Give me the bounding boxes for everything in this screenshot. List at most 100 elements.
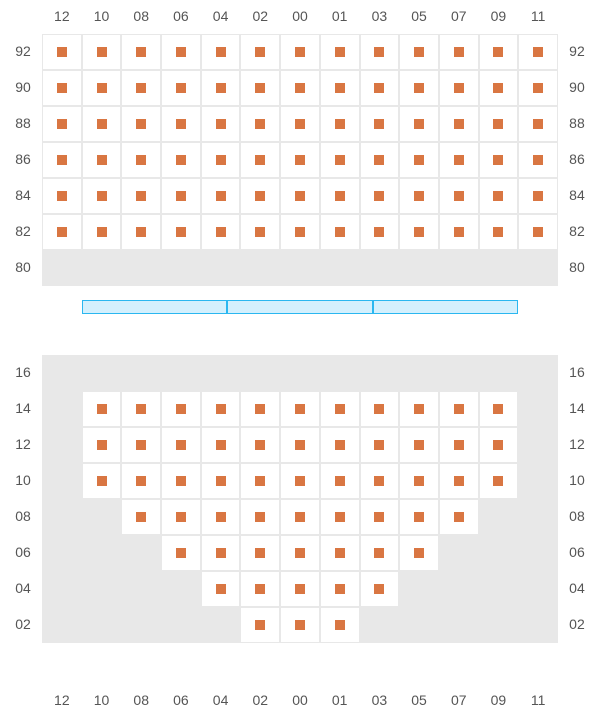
upper-section-cell[interactable] [42, 106, 82, 142]
lower-section-cell[interactable] [360, 427, 400, 463]
upper-section-cell[interactable] [240, 142, 280, 178]
lower-section-cell[interactable] [360, 499, 400, 535]
upper-section-cell[interactable] [201, 142, 241, 178]
upper-section-cell[interactable] [42, 34, 82, 70]
lower-section-cell[interactable] [280, 463, 320, 499]
upper-section-cell[interactable] [360, 142, 400, 178]
lower-section-cell[interactable] [240, 499, 280, 535]
lower-section-cell[interactable] [439, 499, 479, 535]
upper-section-cell[interactable] [439, 178, 479, 214]
lower-section-cell[interactable] [360, 463, 400, 499]
lower-section-cell[interactable] [240, 391, 280, 427]
upper-section-cell[interactable] [161, 106, 201, 142]
lower-section-cell[interactable] [201, 463, 241, 499]
upper-section-cell[interactable] [161, 142, 201, 178]
upper-section-cell[interactable] [280, 70, 320, 106]
lower-section-cell[interactable] [161, 463, 201, 499]
upper-section-cell[interactable] [479, 142, 519, 178]
lower-section-cell[interactable] [320, 391, 360, 427]
upper-section-cell[interactable] [280, 178, 320, 214]
lower-section-cell[interactable] [320, 571, 360, 607]
upper-section-cell[interactable] [121, 214, 161, 250]
upper-section-cell[interactable] [121, 178, 161, 214]
upper-section-cell[interactable] [399, 70, 439, 106]
upper-section-cell[interactable] [518, 214, 558, 250]
upper-section-cell[interactable] [518, 178, 558, 214]
upper-section-cell[interactable] [439, 214, 479, 250]
lower-section-cell[interactable] [320, 427, 360, 463]
upper-section-cell[interactable] [42, 214, 82, 250]
lower-section-cell[interactable] [121, 463, 161, 499]
upper-section-cell[interactable] [320, 70, 360, 106]
lower-section-cell[interactable] [280, 607, 320, 643]
lower-section-cell[interactable] [240, 427, 280, 463]
lower-section-cell[interactable] [439, 391, 479, 427]
lower-section-cell[interactable] [161, 499, 201, 535]
lower-section-cell[interactable] [240, 607, 280, 643]
upper-section-cell[interactable] [201, 106, 241, 142]
upper-section-cell[interactable] [42, 142, 82, 178]
lower-section-cell[interactable] [201, 391, 241, 427]
upper-section-cell[interactable] [121, 142, 161, 178]
upper-section-cell[interactable] [82, 34, 122, 70]
upper-section-cell[interactable] [320, 106, 360, 142]
upper-section-cell[interactable] [360, 106, 400, 142]
upper-section-cell[interactable] [240, 34, 280, 70]
lower-section-cell[interactable] [320, 535, 360, 571]
lower-section-cell[interactable] [439, 463, 479, 499]
upper-section-cell[interactable] [201, 178, 241, 214]
upper-section-cell[interactable] [240, 106, 280, 142]
lower-section-cell[interactable] [399, 427, 439, 463]
lower-section-cell[interactable] [320, 463, 360, 499]
upper-section-cell[interactable] [439, 70, 479, 106]
upper-section-cell[interactable] [360, 70, 400, 106]
lower-section-cell[interactable] [399, 499, 439, 535]
lower-section-cell[interactable] [280, 535, 320, 571]
upper-section-cell[interactable] [518, 70, 558, 106]
lower-section-cell[interactable] [82, 463, 122, 499]
lower-section-cell[interactable] [82, 427, 122, 463]
lower-section-cell[interactable] [320, 607, 360, 643]
upper-section-cell[interactable] [320, 142, 360, 178]
upper-section-cell[interactable] [240, 178, 280, 214]
upper-section-cell[interactable] [82, 178, 122, 214]
upper-section-cell[interactable] [121, 34, 161, 70]
upper-section-cell[interactable] [360, 178, 400, 214]
upper-section-cell[interactable] [479, 106, 519, 142]
lower-section-cell[interactable] [240, 463, 280, 499]
lower-section-cell[interactable] [479, 427, 519, 463]
upper-section-cell[interactable] [201, 70, 241, 106]
upper-section-cell[interactable] [161, 34, 201, 70]
upper-section-cell[interactable] [161, 70, 201, 106]
upper-section-cell[interactable] [161, 178, 201, 214]
upper-section-cell[interactable] [518, 142, 558, 178]
lower-section-cell[interactable] [399, 391, 439, 427]
upper-section-cell[interactable] [399, 178, 439, 214]
upper-section-cell[interactable] [82, 214, 122, 250]
upper-section-cell[interactable] [399, 142, 439, 178]
lower-section-cell[interactable] [240, 535, 280, 571]
upper-section-cell[interactable] [82, 142, 122, 178]
upper-section-cell[interactable] [360, 214, 400, 250]
lower-section-cell[interactable] [399, 535, 439, 571]
upper-section-cell[interactable] [201, 214, 241, 250]
upper-section-cell[interactable] [280, 34, 320, 70]
lower-section-cell[interactable] [320, 499, 360, 535]
upper-section-cell[interactable] [240, 70, 280, 106]
lower-section-cell[interactable] [240, 571, 280, 607]
upper-section-cell[interactable] [280, 142, 320, 178]
lower-section-cell[interactable] [360, 391, 400, 427]
lower-section-cell[interactable] [280, 571, 320, 607]
upper-section-cell[interactable] [399, 106, 439, 142]
upper-section-cell[interactable] [82, 106, 122, 142]
upper-section-cell[interactable] [320, 178, 360, 214]
upper-section-cell[interactable] [82, 70, 122, 106]
lower-section-cell[interactable] [201, 427, 241, 463]
upper-section-cell[interactable] [320, 214, 360, 250]
upper-section-cell[interactable] [201, 34, 241, 70]
upper-section-cell[interactable] [399, 214, 439, 250]
upper-section-cell[interactable] [42, 178, 82, 214]
upper-section-cell[interactable] [280, 214, 320, 250]
upper-section-cell[interactable] [518, 34, 558, 70]
upper-section-cell[interactable] [479, 34, 519, 70]
